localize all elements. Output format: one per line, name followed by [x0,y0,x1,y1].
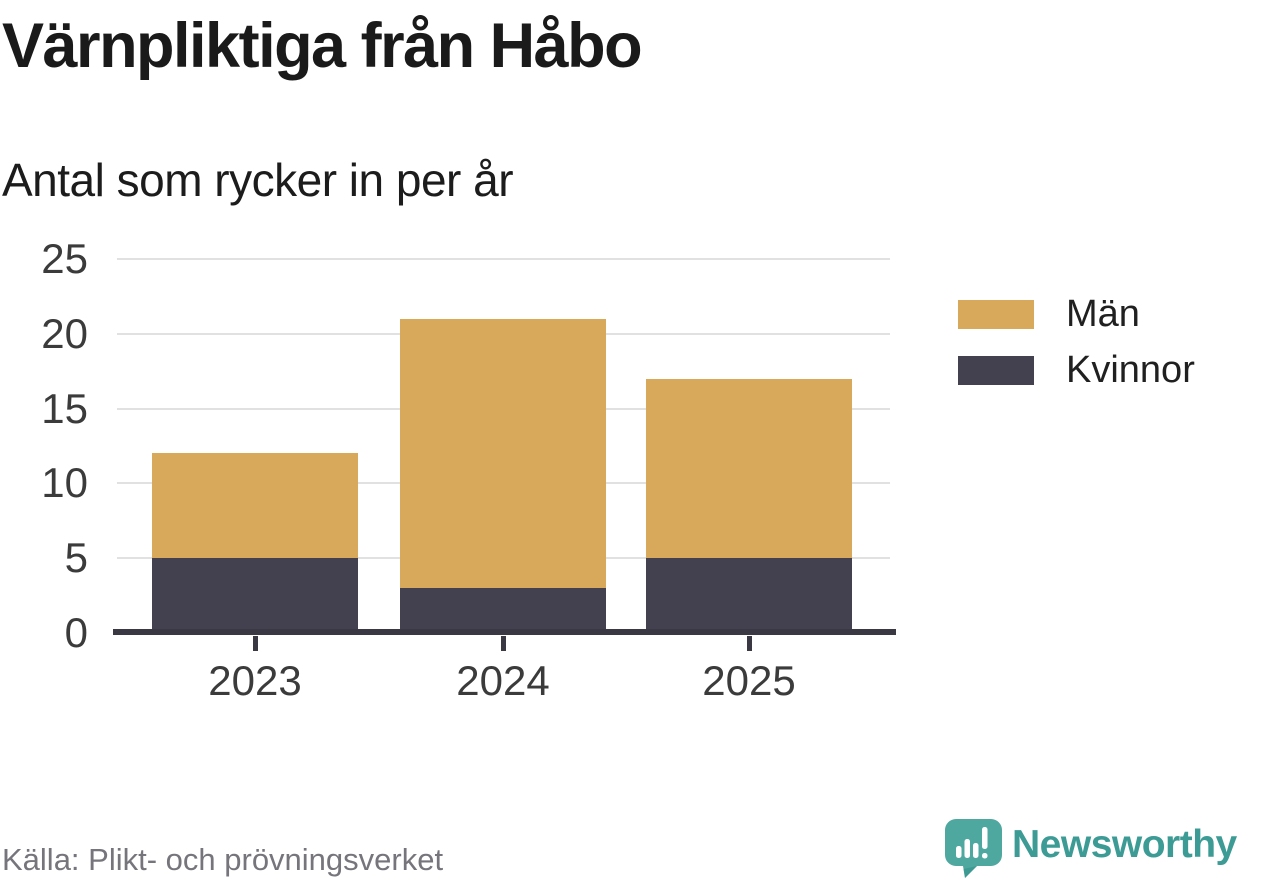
y-tick-label-0: 0 [64,609,88,656]
bar-2023-kvinnor [152,558,358,633]
gridline-25 [117,258,890,260]
bar-2023-män [152,453,358,559]
y-tick-label-10: 10 [41,459,88,507]
x-tick-2024 [500,636,506,651]
plot-area [117,258,890,633]
legend-item-man: Män [958,292,1140,336]
x-tick-label-2023: 2023 [208,657,302,704]
x-tick-2023 [252,636,258,651]
newsworthy-logo[interactable]: Newsworthy [944,818,1260,878]
legend-item-kvinnor: Kvinnor [958,348,1195,392]
x-axis-line [113,629,896,635]
legend-swatch-man [958,299,1034,329]
y-tick-label-25: 25 [41,235,88,282]
legend-swatch-kvinnor [958,355,1034,385]
chart-subtitle: Antal som rycker in per år [2,154,514,206]
x-tick-2025 [746,636,752,651]
x-tick-label-2024: 2024 [456,657,550,704]
legend-label-kvinnor: Kvinnor [1066,349,1195,391]
page-title: Värnpliktiga från Håbo [2,11,643,81]
bar-2024-kvinnor [400,588,606,633]
bar-2025-män [646,378,852,559]
y-tick-label-15: 15 [41,384,88,432]
bar-2025-kvinnor [646,558,852,633]
bar-2024-män [400,318,606,589]
newsworthy-bubble-icon [945,819,1002,878]
y-tick-label-20: 20 [41,309,88,357]
legend-label-man: Män [1066,293,1140,335]
x-axis: 2023 2024 2025 [117,633,890,753]
x-tick-label-2025: 2025 [702,657,796,704]
y-tick-label-5: 5 [64,534,88,582]
y-axis-labels: 0 5 10 15 20 25 [0,235,88,659]
source-attribution: Källa: Plikt- och prövningsverket [2,842,444,877]
newsworthy-wordmark: Newsworthy [1012,823,1237,866]
